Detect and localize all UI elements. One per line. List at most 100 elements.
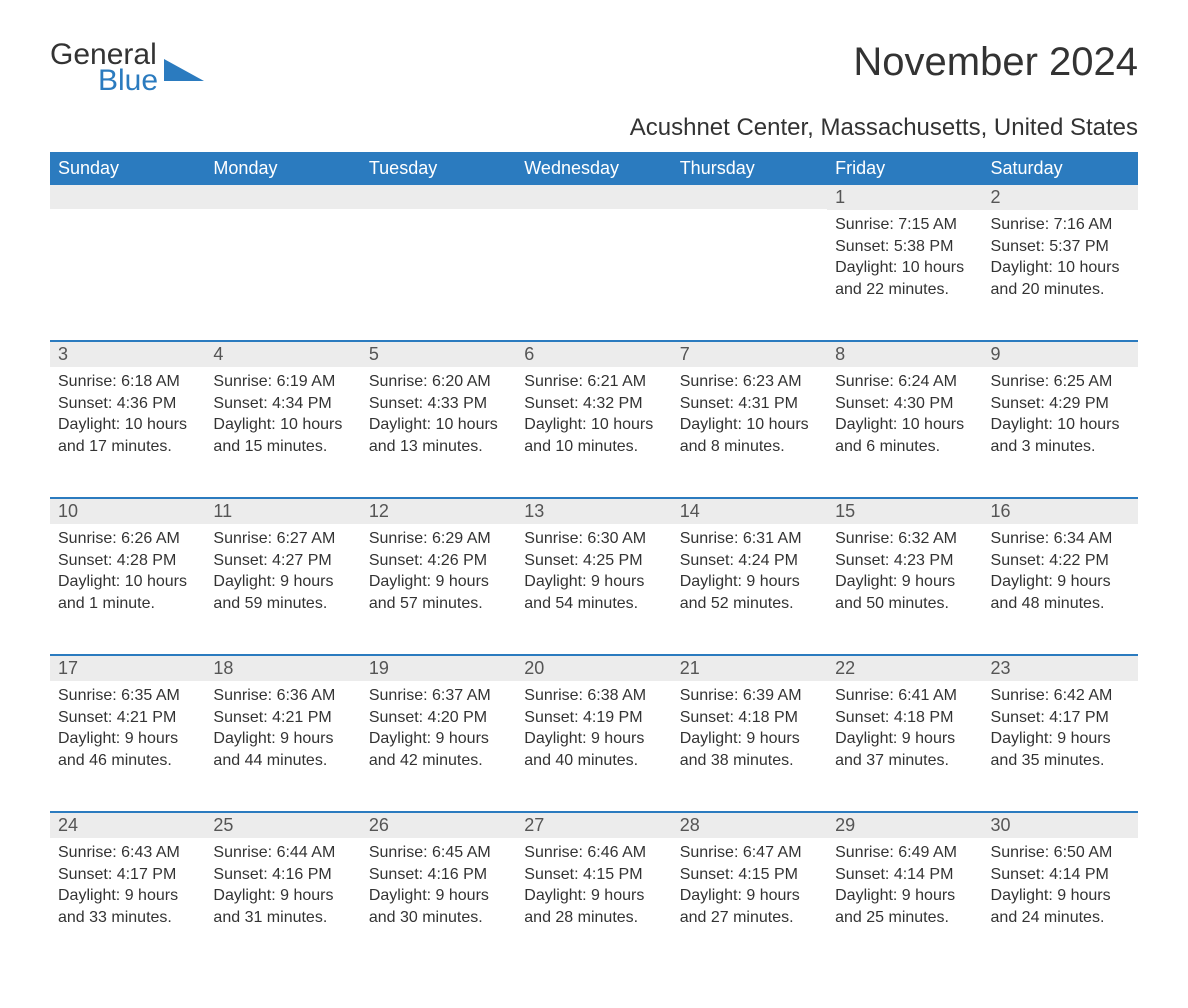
day-number: 6 [516,340,671,367]
daylight-text: Daylight: 9 hours and 31 minutes. [213,885,352,928]
sunrise-text: Sunrise: 6:34 AM [991,528,1130,550]
daylight-text: Daylight: 9 hours and 44 minutes. [213,728,352,771]
sunrise-text: Sunrise: 6:43 AM [58,842,197,864]
weekday-header: Friday [827,152,982,185]
day-number: 3 [50,340,205,367]
day-number: 4 [205,340,360,367]
sunrise-text: Sunrise: 6:44 AM [213,842,352,864]
sunrise-text: Sunrise: 6:42 AM [991,685,1130,707]
daylight-text: Daylight: 9 hours and 24 minutes. [991,885,1130,928]
sunset-text: Sunset: 4:16 PM [213,864,352,886]
empty-day [672,185,827,209]
logo-word-2: Blue [98,66,158,96]
day-cell: Sunrise: 6:24 AMSunset: 4:30 PMDaylight:… [827,367,982,475]
sunrise-text: Sunrise: 7:15 AM [835,214,974,236]
day-cell: Sunrise: 6:29 AMSunset: 4:26 PMDaylight:… [361,524,516,632]
daylight-text: Daylight: 9 hours and 25 minutes. [835,885,974,928]
sunset-text: Sunset: 4:23 PM [835,550,974,572]
sunrise-text: Sunrise: 6:45 AM [369,842,508,864]
day-number: 26 [361,811,516,838]
sunrise-text: Sunrise: 6:36 AM [213,685,352,707]
day-cell: Sunrise: 6:47 AMSunset: 4:15 PMDaylight:… [672,838,827,946]
sunset-text: Sunset: 4:17 PM [58,864,197,886]
day-cell: Sunrise: 6:18 AMSunset: 4:36 PMDaylight:… [50,367,205,475]
day-number: 13 [516,497,671,524]
day-cell: Sunrise: 6:20 AMSunset: 4:33 PMDaylight:… [361,367,516,475]
day-cell: Sunrise: 6:27 AMSunset: 4:27 PMDaylight:… [205,524,360,632]
daylight-text: Daylight: 10 hours and 3 minutes. [991,414,1130,457]
day-cell: Sunrise: 6:25 AMSunset: 4:29 PMDaylight:… [983,367,1138,475]
sunset-text: Sunset: 4:26 PM [369,550,508,572]
sunrise-text: Sunrise: 6:21 AM [524,371,663,393]
sunset-text: Sunset: 4:14 PM [991,864,1130,886]
sunrise-text: Sunrise: 7:16 AM [991,214,1130,236]
empty-day [361,185,516,209]
daylight-text: Daylight: 9 hours and 46 minutes. [58,728,197,771]
day-number: 8 [827,340,982,367]
logo: General Blue [50,40,204,96]
sunrise-text: Sunrise: 6:29 AM [369,528,508,550]
sunset-text: Sunset: 4:19 PM [524,707,663,729]
sunrise-text: Sunrise: 6:49 AM [835,842,974,864]
sunset-text: Sunset: 4:25 PM [524,550,663,572]
day-cell: Sunrise: 6:49 AMSunset: 4:14 PMDaylight:… [827,838,982,946]
empty-day [50,185,205,209]
day-cell: Sunrise: 6:39 AMSunset: 4:18 PMDaylight:… [672,681,827,789]
daylight-text: Daylight: 9 hours and 52 minutes. [680,571,819,614]
day-cell: Sunrise: 6:21 AMSunset: 4:32 PMDaylight:… [516,367,671,475]
day-cell: Sunrise: 6:34 AMSunset: 4:22 PMDaylight:… [983,524,1138,632]
day-number: 17 [50,654,205,681]
day-cell: Sunrise: 6:35 AMSunset: 4:21 PMDaylight:… [50,681,205,789]
empty-day [516,185,671,209]
sunrise-text: Sunrise: 6:25 AM [991,371,1130,393]
sunrise-text: Sunrise: 6:18 AM [58,371,197,393]
sunset-text: Sunset: 4:33 PM [369,393,508,415]
sunset-text: Sunset: 4:30 PM [835,393,974,415]
day-number: 5 [361,340,516,367]
day-number: 16 [983,497,1138,524]
sunset-text: Sunset: 4:16 PM [369,864,508,886]
sunrise-text: Sunrise: 6:27 AM [213,528,352,550]
sunset-text: Sunset: 4:21 PM [58,707,197,729]
sunset-text: Sunset: 4:20 PM [369,707,508,729]
day-number: 23 [983,654,1138,681]
day-cell: Sunrise: 6:38 AMSunset: 4:19 PMDaylight:… [516,681,671,789]
daylight-text: Daylight: 10 hours and 22 minutes. [835,257,974,300]
day-number: 22 [827,654,982,681]
day-cell: Sunrise: 6:50 AMSunset: 4:14 PMDaylight:… [983,838,1138,946]
daylight-text: Daylight: 9 hours and 57 minutes. [369,571,508,614]
daylight-text: Daylight: 9 hours and 27 minutes. [680,885,819,928]
sunrise-text: Sunrise: 6:39 AM [680,685,819,707]
daylight-text: Daylight: 10 hours and 6 minutes. [835,414,974,457]
sunset-text: Sunset: 4:15 PM [524,864,663,886]
sunrise-text: Sunrise: 6:26 AM [58,528,197,550]
day-cell: Sunrise: 6:23 AMSunset: 4:31 PMDaylight:… [672,367,827,475]
weekday-header: Thursday [672,152,827,185]
day-cell: Sunrise: 6:30 AMSunset: 4:25 PMDaylight:… [516,524,671,632]
sunrise-text: Sunrise: 6:23 AM [680,371,819,393]
day-number: 11 [205,497,360,524]
daylight-text: Daylight: 9 hours and 40 minutes. [524,728,663,771]
weekday-header-row: SundayMondayTuesdayWednesdayThursdayFrid… [50,152,1138,185]
day-cell: Sunrise: 6:36 AMSunset: 4:21 PMDaylight:… [205,681,360,789]
day-cell: Sunrise: 6:37 AMSunset: 4:20 PMDaylight:… [361,681,516,789]
day-number: 24 [50,811,205,838]
sunset-text: Sunset: 4:31 PM [680,393,819,415]
header: General Blue November 2024 [50,40,1138,96]
day-cell: Sunrise: 7:16 AMSunset: 5:37 PMDaylight:… [983,210,1138,318]
sunset-text: Sunset: 4:18 PM [680,707,819,729]
day-number: 14 [672,497,827,524]
daylight-text: Daylight: 9 hours and 37 minutes. [835,728,974,771]
day-number: 10 [50,497,205,524]
day-number: 29 [827,811,982,838]
location-subtitle: Acushnet Center, Massachusetts, United S… [50,114,1138,142]
day-cell: Sunrise: 6:44 AMSunset: 4:16 PMDaylight:… [205,838,360,946]
day-number: 12 [361,497,516,524]
day-number: 7 [672,340,827,367]
sunset-text: Sunset: 4:18 PM [835,707,974,729]
sunset-text: Sunset: 4:32 PM [524,393,663,415]
day-cell: Sunrise: 6:42 AMSunset: 4:17 PMDaylight:… [983,681,1138,789]
daylight-text: Daylight: 10 hours and 13 minutes. [369,414,508,457]
day-number: 18 [205,654,360,681]
sunset-text: Sunset: 5:38 PM [835,236,974,258]
